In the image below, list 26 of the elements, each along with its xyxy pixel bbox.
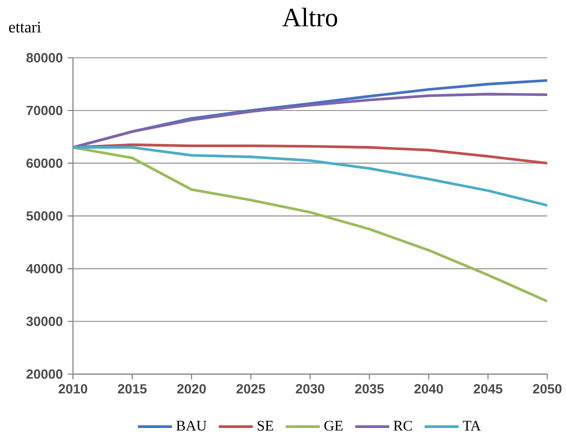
- y-tick-label: 50000: [26, 211, 62, 221]
- line-series: [72, 92, 548, 149]
- x-tick-label: 2025: [236, 384, 266, 394]
- legend-label: BAU: [176, 420, 206, 431]
- x-tick-label: 2050: [532, 384, 562, 394]
- legend-label: RC: [394, 420, 412, 431]
- x-tick-label: 2015: [118, 384, 147, 394]
- x-tick-label: 2010: [58, 384, 88, 394]
- y-tick-label: 80000: [26, 53, 62, 62]
- y-tick-label: 60000: [26, 158, 62, 168]
- y-tick-label: 30000: [26, 316, 62, 326]
- line-series: [72, 146, 548, 303]
- line-series: [72, 146, 548, 207]
- x-tick-label: 2030: [296, 384, 324, 394]
- x-tick-label: 2035: [355, 384, 384, 394]
- y-axis-title: ettari: [9, 22, 41, 32]
- y-tick-label: 40000: [26, 264, 62, 274]
- legend-label: SE: [258, 420, 274, 431]
- x-tick-label: 2020: [177, 384, 206, 394]
- x-tick-label: 2040: [414, 384, 443, 394]
- y-tick-label: 20000: [26, 369, 62, 379]
- y-tick-label: 70000: [26, 106, 62, 116]
- x-tick-label: 2045: [474, 384, 502, 394]
- legend-label: GE: [324, 420, 343, 431]
- chart-title: Altro: [282, 8, 338, 26]
- legend-label: TA: [462, 420, 481, 430]
